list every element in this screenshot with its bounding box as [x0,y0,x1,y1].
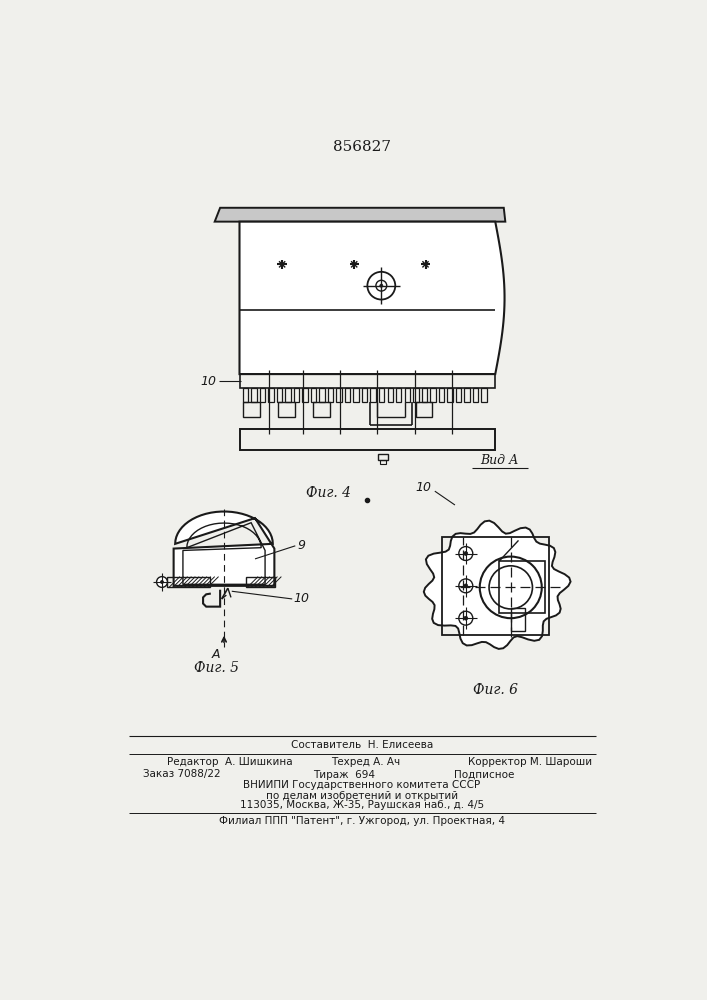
Text: Заказ 7088/22: Заказ 7088/22 [143,770,221,780]
Bar [413,388,419,402]
Polygon shape [423,521,571,649]
Bar [387,388,393,402]
Text: Вид А: Вид А [480,454,518,466]
Text: Филиал ППП "Патент", г. Ужгород, ул. Проектная, 4: Филиал ППП "Патент", г. Ужгород, ул. Про… [219,816,505,826]
Bar [481,388,486,402]
Text: по делам изобретений и открытий: по делам изобретений и открытий [266,791,458,801]
Bar [354,388,359,402]
Bar [473,388,478,402]
Circle shape [156,577,168,587]
Bar [380,460,386,464]
Bar [438,388,444,402]
Bar [404,388,410,402]
Text: Тираж  694: Тираж 694 [313,770,375,780]
Bar [313,402,330,417]
Text: Корректор М. Шароши: Корректор М. Шароши [468,757,592,767]
Text: 10: 10 [200,375,216,388]
Text: 10: 10 [416,481,432,494]
Text: Редактор  А. Шишкина: Редактор А. Шишкина [168,757,293,767]
Text: 9: 9 [298,539,305,552]
Bar [464,388,469,402]
Bar [510,608,525,631]
Bar [456,388,461,402]
Bar [337,388,341,402]
Bar [320,388,325,402]
Bar [243,388,248,402]
Bar [345,388,351,402]
Text: Техред А. Ач: Техред А. Ач [331,757,400,767]
Bar [168,577,210,587]
Bar [243,402,260,417]
Bar [442,537,549,635]
Bar [246,577,275,587]
Bar [285,388,291,402]
Bar [293,388,299,402]
Bar [240,374,495,388]
Text: Фиг. 4: Фиг. 4 [306,486,351,500]
Polygon shape [215,208,506,222]
Bar [378,454,387,460]
Text: 10: 10 [293,592,310,605]
Bar [279,402,296,417]
Bar [268,388,274,402]
Bar [251,388,257,402]
Bar [379,388,385,402]
Bar [303,388,308,402]
Bar [370,388,376,402]
Text: 113035, Москва, Ж-35, Раушская наб., д. 4/5: 113035, Москва, Ж-35, Раушская наб., д. … [240,800,484,810]
Bar [416,402,432,417]
Text: Фиг. 6: Фиг. 6 [473,683,518,697]
Bar [259,388,265,402]
Text: Составитель  Н. Елисеева: Составитель Н. Елисеева [291,740,433,750]
Circle shape [160,580,163,584]
Bar [328,388,333,402]
Bar [499,561,545,613]
Bar [276,388,282,402]
Circle shape [464,584,468,588]
Bar [448,388,452,402]
Bar [396,388,402,402]
Circle shape [464,552,468,555]
Circle shape [464,616,468,620]
Text: ВНИИПИ Государственного комитета СССР: ВНИИПИ Государственного комитета СССР [243,780,481,790]
Bar [430,388,436,402]
Text: 856827: 856827 [333,140,391,154]
Text: Фиг. 5: Фиг. 5 [194,661,239,675]
Polygon shape [174,512,274,586]
Text: А: А [211,648,220,661]
Bar [240,429,495,450]
Bar [311,388,316,402]
Bar [362,388,368,402]
Bar [421,388,427,402]
Circle shape [380,284,383,287]
Text: Подписное: Подписное [454,770,515,780]
Polygon shape [240,222,505,374]
